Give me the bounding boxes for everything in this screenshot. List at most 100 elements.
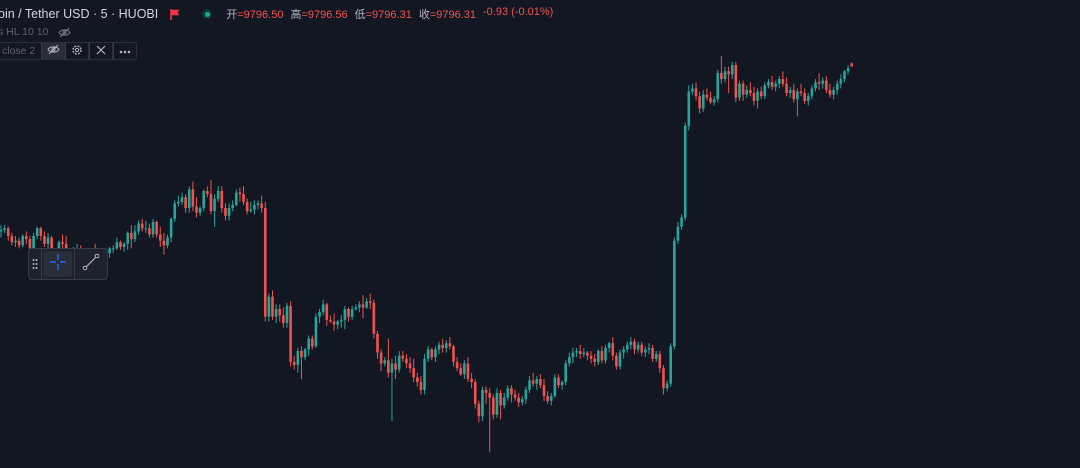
remove-button[interactable] [89,42,114,60]
candle [3,225,6,233]
candle-body [763,85,767,97]
candle [242,186,245,205]
study-label[interactable]: close 2 [0,42,42,60]
candle [575,347,578,358]
candle-body [253,204,256,210]
candle-body [14,240,17,243]
candle [549,393,553,406]
candle-body [720,72,723,80]
candle-body [796,91,799,100]
candle-body [216,191,220,199]
market-status-icon[interactable] [202,9,213,19]
candle-body [162,240,166,246]
candle-body [647,347,651,350]
candle-body [122,243,126,247]
candle-body [788,90,792,94]
candle [412,358,415,383]
candle-body [224,208,227,216]
candle [379,349,383,372]
candle-body [622,349,625,353]
candle [781,71,785,87]
candle-body [314,316,318,347]
candle-body [61,242,64,244]
candle [434,346,437,362]
candle [611,337,615,361]
symbol-title[interactable]: oin / Tether USD · 5 · HUOBI [0,7,159,21]
candle [405,354,408,369]
candle [459,363,463,376]
candle-body [680,217,683,227]
hide-study-button[interactable] [41,42,66,60]
candle [307,335,310,356]
candle-body [452,346,455,362]
candle [437,341,441,355]
candle-body [130,232,133,240]
candle [401,351,405,362]
candle [546,391,549,404]
candle [488,388,491,452]
more-button[interactable] [113,42,138,60]
candle [694,82,698,101]
candle [586,351,589,361]
candle [673,237,676,350]
floating-drawing-toolbar [28,248,108,280]
candle-body [709,97,712,103]
candle-body [336,321,339,325]
candle [430,347,434,361]
candle-body [137,223,140,232]
indicator-name[interactable]: s HL 10 10 [0,26,49,38]
candle [198,206,202,216]
candle [832,86,835,100]
candle [720,55,723,84]
candle [625,341,629,353]
candle [292,355,296,370]
candle-body [723,71,727,80]
candle [137,220,140,235]
candle-body [792,90,796,100]
candle [647,343,651,355]
candle [727,66,730,94]
candle [224,203,227,221]
candle [61,234,64,249]
candle [752,86,756,106]
candle-body [705,94,709,98]
candle-body [282,315,285,324]
trend-line-tool-button[interactable] [77,251,105,277]
candle [593,354,596,367]
candle-body [108,248,111,254]
candle-body [133,231,137,240]
candle-body [140,223,144,229]
candle-body [32,236,35,249]
candle-body [379,352,383,364]
settings-button[interactable] [65,42,90,60]
eye-off-icon [47,44,60,58]
candle-body [506,388,510,398]
candle-body [416,377,419,383]
candle [263,201,267,322]
candle-body [441,344,444,348]
candle [140,218,144,232]
candle [539,374,542,389]
candle [792,83,796,103]
drag-handle-icon[interactable] [29,258,41,270]
eye-off-icon[interactable] [58,27,71,38]
crosshair-tool-button[interactable] [44,251,72,277]
candle [712,96,716,106]
candle-body [600,351,604,361]
flag-icon[interactable] [170,8,180,20]
candle-body [741,83,745,95]
candle-body [307,338,310,350]
candle-body [633,341,636,350]
candle-body [434,349,437,358]
candle-body [169,218,173,238]
candle [723,66,727,83]
candle [510,385,513,403]
candle [701,90,705,112]
candle [151,218,155,238]
candle [564,360,568,386]
candle-body [260,203,263,209]
candle-body [180,197,184,202]
candle [372,299,376,339]
candle-body [539,379,542,386]
